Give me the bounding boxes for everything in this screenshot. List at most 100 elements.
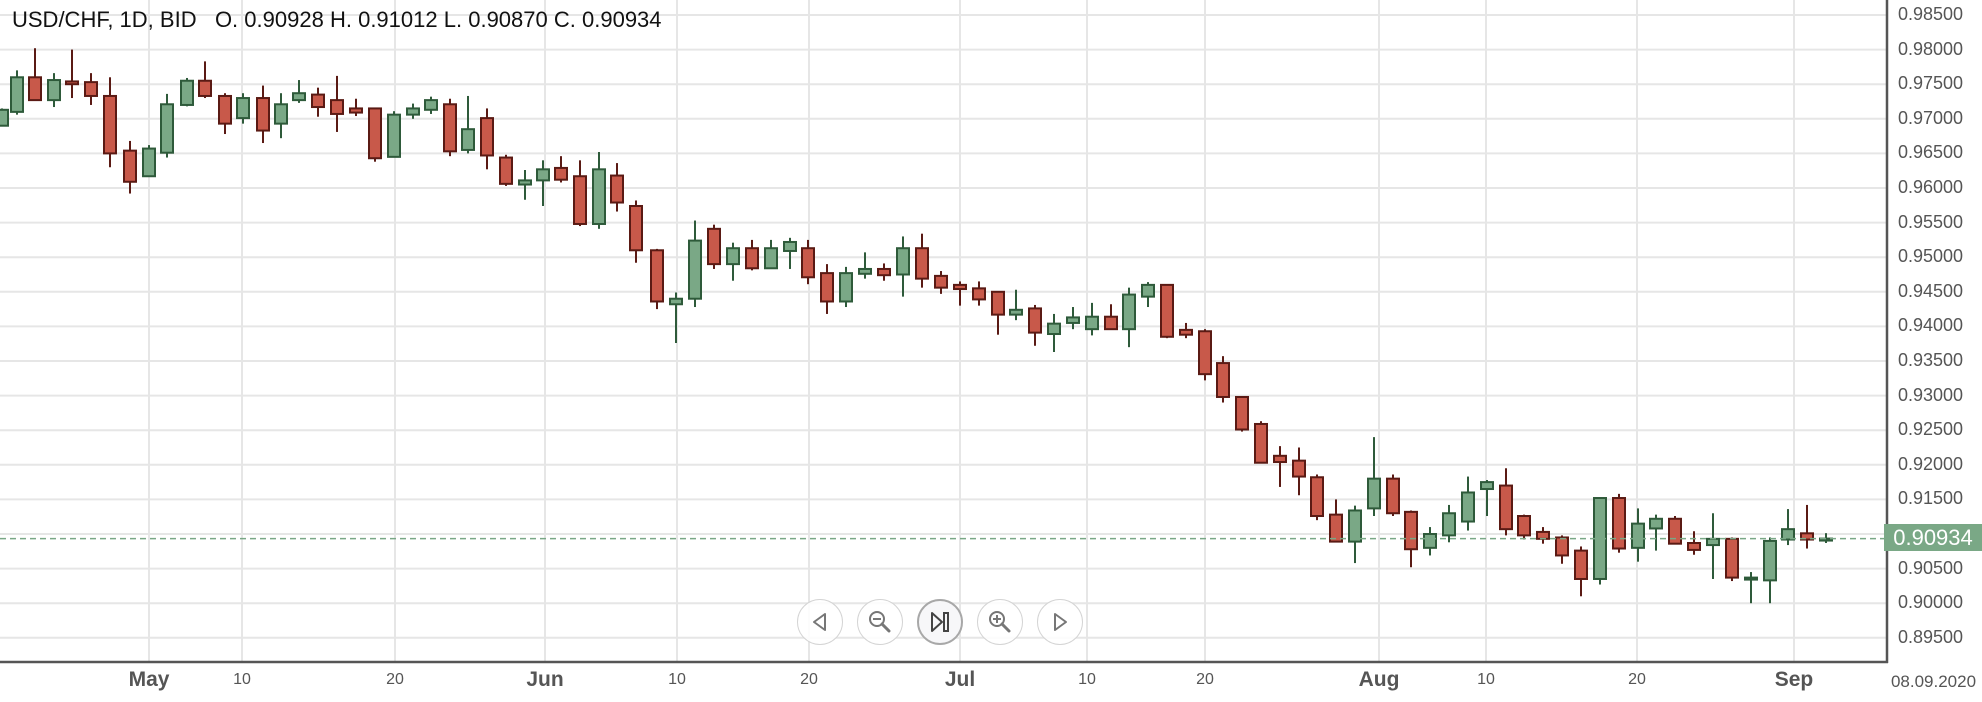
bullish-candle — [858, 252, 872, 279]
bearish-candle — [368, 107, 382, 162]
bearish-candle — [1198, 329, 1212, 381]
bullish-candle — [10, 70, 24, 115]
x-tick-label: Aug — [1358, 668, 1400, 691]
bullish-candle — [1367, 437, 1381, 517]
x-tick-label: 20 — [1196, 671, 1214, 688]
bearish-candle — [610, 163, 624, 212]
y-tick-label: 0.92000 — [1898, 453, 1964, 474]
high-label: H. — [329, 7, 352, 32]
bearish-candle — [1612, 493, 1626, 553]
bearish-candle — [573, 160, 587, 227]
bullish-candle — [180, 77, 194, 107]
zoom-out-icon — [869, 611, 891, 633]
bullish-candle — [387, 111, 401, 158]
bearish-candle — [480, 108, 494, 170]
bullish-candle — [896, 236, 910, 297]
x-tick-label: 10 — [233, 671, 251, 688]
bearish-candle — [311, 87, 325, 117]
bearish-candle — [1104, 304, 1118, 331]
bullish-candle — [1085, 302, 1099, 336]
current-price-tag: 0.90934 — [1884, 524, 1982, 551]
y-tick-label: 0.95500 — [1898, 211, 1964, 232]
bearish-candle — [1254, 421, 1268, 464]
bullish-candle — [1480, 480, 1494, 517]
y-tick-label: 0.94500 — [1898, 280, 1964, 301]
bullish-candle — [688, 220, 702, 308]
y-tick-label: 0.96500 — [1898, 142, 1964, 163]
bullish-candle — [1781, 509, 1795, 546]
bullish-candle — [160, 93, 174, 158]
skip-to-end-icon — [931, 612, 949, 632]
bullish-candle — [236, 93, 250, 124]
bullish-candle — [142, 145, 156, 178]
bullish-candle — [1348, 505, 1362, 564]
x-tick-label: Sep — [1774, 668, 1814, 691]
zoom-in-icon — [989, 611, 1011, 633]
bearish-candle — [1235, 395, 1249, 432]
symbol-label: USD/CHF, 1D, BID — [12, 7, 197, 32]
bearish-candle — [991, 290, 1005, 335]
zoom-in-button[interactable] — [977, 599, 1023, 645]
y-tick-label: 0.92500 — [1898, 419, 1964, 440]
open-value: 0.90928 — [244, 7, 324, 32]
bearish-candle — [1179, 322, 1193, 339]
y-tick-label: 0.98500 — [1898, 4, 1964, 24]
bullish-candle — [1763, 537, 1777, 604]
bullish-candle — [424, 96, 438, 114]
bullish-candle — [669, 292, 683, 344]
y-tick-label: 0.93500 — [1898, 350, 1964, 370]
close-value: 0.90934 — [582, 7, 662, 32]
scroll-right-button[interactable] — [1037, 599, 1083, 645]
y-tick-label: 0.94000 — [1898, 315, 1964, 336]
bearish-candle — [934, 271, 948, 294]
bearish-candle — [499, 154, 513, 186]
bearish-candle — [1555, 535, 1569, 564]
bearish-candle — [1725, 537, 1739, 582]
bearish-candle — [1310, 474, 1324, 521]
chart-navigation — [797, 599, 1083, 645]
candles — [0, 48, 1833, 604]
bullish-candle — [406, 103, 420, 119]
bullish-candle — [1009, 289, 1023, 321]
bearish-candle — [1386, 474, 1400, 517]
bearish-candle — [1329, 499, 1343, 543]
bearish-candle — [820, 264, 834, 314]
bullish-candle — [461, 95, 475, 154]
bearish-candle — [1499, 468, 1513, 536]
bearish-candle — [1292, 447, 1306, 496]
y-tick-label: 0.90500 — [1898, 557, 1964, 578]
zoom-out-button[interactable] — [857, 599, 903, 645]
bearish-candle — [1800, 504, 1814, 549]
bearish-candle — [103, 77, 117, 168]
bearish-candle — [84, 73, 98, 105]
chevron-right-icon — [1054, 613, 1067, 631]
bearish-candle — [877, 263, 891, 281]
bullish-candle — [1047, 313, 1061, 353]
scroll-left-button[interactable] — [797, 599, 843, 645]
x-tick-label: 10 — [1477, 671, 1495, 688]
low-value: 0.90870 — [468, 7, 548, 32]
bearish-candle — [1536, 527, 1550, 544]
bullish-candle — [1423, 527, 1437, 556]
bullish-candle — [1593, 497, 1607, 585]
bullish-candle — [292, 80, 306, 103]
reset-to-latest-button[interactable] — [917, 599, 963, 645]
bearish-candle — [28, 48, 42, 102]
bearish-candle — [1273, 446, 1287, 487]
x-tick-label: 20 — [800, 671, 818, 688]
bearish-candle — [330, 75, 344, 132]
bearish-candle — [1404, 510, 1418, 568]
bearish-candle — [972, 281, 986, 306]
bearish-candle — [65, 49, 79, 99]
chevron-left-icon — [813, 613, 826, 631]
bullish-candle — [47, 73, 61, 108]
y-tick-label: 0.90000 — [1898, 592, 1964, 613]
x-tick-label: Jul — [944, 668, 976, 691]
y-tick-label: 0.97500 — [1898, 73, 1964, 94]
chart-legend: USD/CHF, 1D, BID O. 0.90928 H. 0.91012 L… — [12, 7, 662, 33]
y-tick-label: 0.98000 — [1898, 38, 1964, 59]
x-tick-label: Jun — [526, 668, 564, 691]
y-tick-label: 0.93000 — [1898, 384, 1964, 405]
bullish-candle — [839, 266, 853, 308]
